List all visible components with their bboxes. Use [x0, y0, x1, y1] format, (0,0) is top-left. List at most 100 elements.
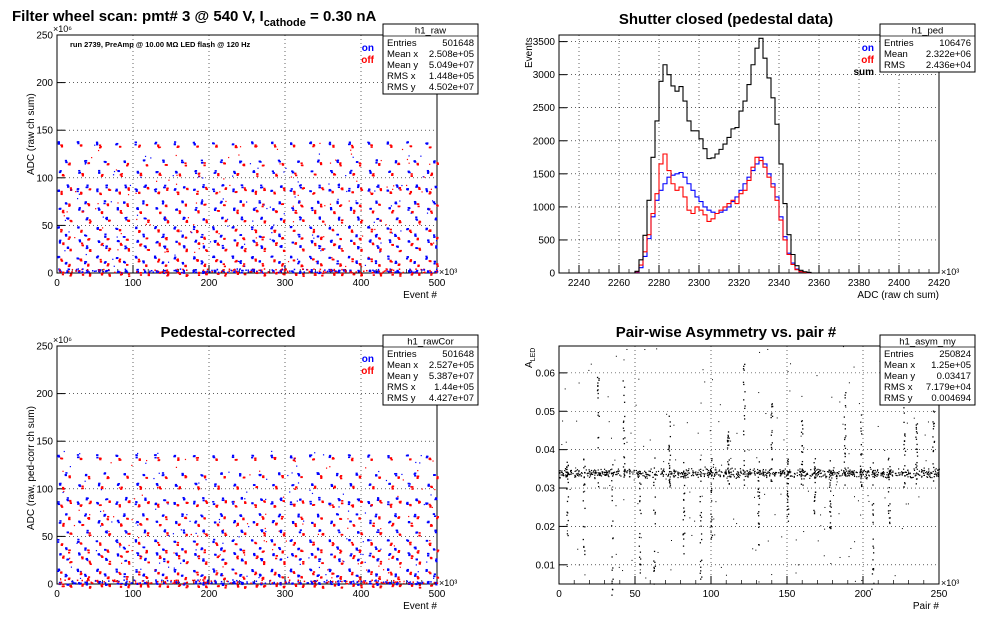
on-point	[115, 189, 118, 192]
on-point	[415, 558, 418, 561]
off-point	[436, 517, 439, 520]
on-point	[194, 269, 197, 271]
baseline-point	[241, 582, 243, 585]
stray-point	[324, 248, 326, 250]
off-point	[89, 563, 92, 565]
off-point	[254, 542, 258, 545]
off-point	[283, 534, 286, 537]
off-point	[351, 258, 354, 261]
stray-point	[79, 577, 82, 579]
off-point	[223, 162, 226, 165]
on-point	[142, 159, 146, 162]
on-point	[84, 234, 87, 237]
on-point	[135, 501, 138, 504]
baseline-point	[341, 268, 343, 271]
off-point	[341, 273, 344, 275]
on-point	[65, 574, 68, 577]
off-point	[312, 145, 315, 148]
off-point	[410, 524, 413, 527]
stray-point	[386, 186, 388, 188]
off-point	[370, 571, 373, 574]
baseline-point	[220, 582, 222, 585]
off-point	[371, 228, 374, 231]
stray-point	[429, 163, 431, 165]
off-point	[263, 500, 266, 502]
on-point	[297, 472, 300, 475]
on-point	[309, 455, 312, 458]
off-point	[333, 173, 337, 176]
off-point	[429, 191, 432, 193]
on-point	[355, 235, 358, 238]
on-point	[414, 233, 417, 236]
off-point	[68, 551, 71, 554]
off-point	[314, 173, 317, 176]
on-point	[212, 190, 216, 193]
off-point	[223, 517, 226, 520]
on-point	[173, 503, 176, 505]
off-point	[333, 523, 336, 526]
stray-point	[296, 500, 298, 502]
off-point	[81, 583, 84, 586]
stray-point	[167, 261, 170, 263]
stray-point	[78, 193, 80, 195]
off-point	[119, 244, 123, 246]
stray-point	[368, 484, 370, 486]
stats-label: RMS	[884, 60, 905, 71]
off-point	[417, 550, 420, 552]
on-point	[290, 255, 293, 258]
off-point	[107, 249, 111, 252]
on-point	[195, 271, 198, 274]
off-point	[370, 573, 373, 576]
on-point	[240, 515, 243, 517]
stray-point	[235, 144, 237, 147]
baseline-point	[165, 582, 167, 585]
on-point	[241, 269, 244, 272]
off-point	[417, 264, 420, 267]
stray-point	[203, 532, 205, 535]
off-point	[217, 485, 220, 488]
off-point	[244, 248, 247, 250]
off-point	[273, 144, 276, 146]
stats-value: 2.322e+06	[926, 49, 971, 60]
baseline-point	[88, 579, 90, 582]
stray-point	[204, 533, 207, 535]
stray-point	[331, 577, 333, 579]
baseline-point	[155, 579, 157, 581]
on-point	[162, 161, 165, 163]
off-point	[236, 243, 239, 245]
on-point	[278, 513, 282, 516]
on-point	[57, 189, 60, 192]
off-point	[263, 221, 266, 224]
baseline-point	[250, 270, 253, 273]
on-point	[376, 499, 379, 502]
on-point	[435, 245, 438, 247]
on-point	[316, 260, 319, 263]
stats-label: Mean y	[387, 60, 418, 71]
off-point	[282, 500, 285, 502]
on-point	[309, 500, 312, 503]
off-point	[302, 219, 305, 221]
off-point	[302, 534, 305, 536]
on-point	[117, 521, 120, 524]
on-point	[155, 207, 158, 209]
stray-point	[228, 156, 230, 159]
on-point	[221, 247, 225, 249]
on-point	[84, 573, 87, 576]
on-point	[239, 161, 242, 164]
off-point	[294, 584, 298, 586]
stray-point	[168, 535, 170, 537]
off-point	[321, 500, 324, 503]
off-point	[398, 516, 401, 518]
baseline-point	[207, 579, 209, 582]
off-point	[339, 578, 342, 580]
on-point	[427, 582, 430, 585]
on-point	[338, 245, 341, 247]
on-point	[310, 241, 314, 244]
off-point	[176, 544, 179, 546]
stats-value: 106476	[939, 38, 971, 49]
baseline-point	[167, 271, 170, 273]
off-point	[255, 209, 258, 212]
on-point	[78, 239, 81, 242]
on-point	[253, 207, 256, 210]
off-point	[157, 192, 160, 195]
